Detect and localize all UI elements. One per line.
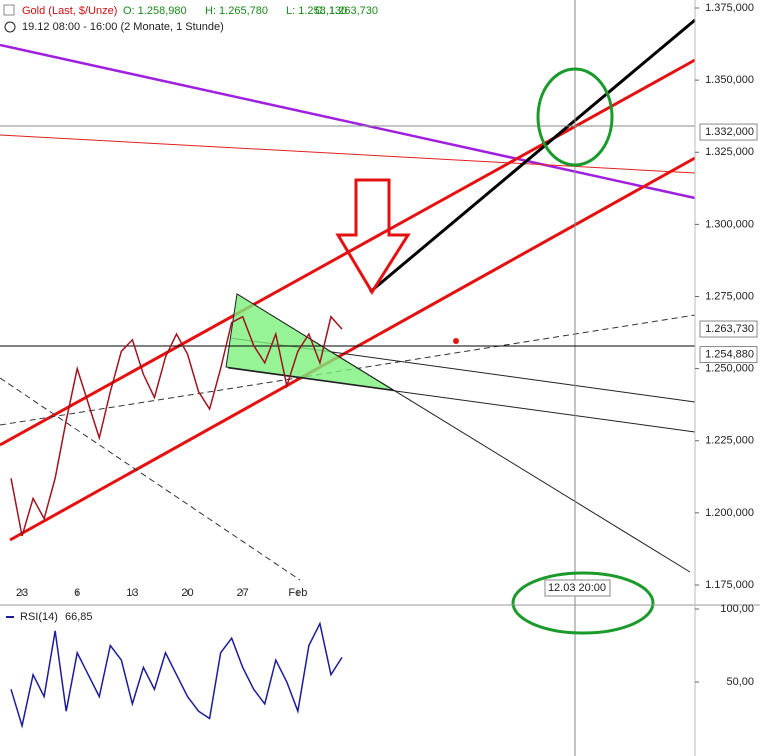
black-trendline <box>369 18 696 294</box>
rsi-title: RSI(14) <box>20 611 58 623</box>
thin-red-line <box>0 134 696 174</box>
low: L: 1.258,130 <box>286 5 347 17</box>
triangle <box>225 293 394 391</box>
price-marker-box <box>699 320 758 338</box>
rsi-last: 66,85 <box>65 611 93 623</box>
y-tick-label: 100,00 <box>720 603 754 615</box>
period: 19.12 08:00 - 16:00 (2 Monate, 1 Stunde) <box>22 21 224 33</box>
icon <box>3 4 15 16</box>
down-arrow <box>335 178 411 295</box>
y-tick-label: 1.225,000 <box>705 435 754 447</box>
y-tick-label: 1.375,000 <box>705 2 754 14</box>
channel-lower <box>9 156 696 542</box>
highlight-ellipse <box>536 67 614 167</box>
y-tick-label: 50,00 <box>726 676 754 688</box>
clock-icon <box>4 21 16 33</box>
price-marker-label: 1.254,880 <box>705 348 754 360</box>
y-tick-label: 1.200,000 <box>705 507 754 519</box>
dot <box>453 338 459 344</box>
y-tick-label: 1.300,000 <box>705 218 754 230</box>
x-tick-label: Feb <box>288 587 307 599</box>
series-line <box>10 315 343 537</box>
x-tick-label: 27 <box>237 587 249 599</box>
x-tick-label: 13 <box>126 587 138 599</box>
price-marker-label: 1.263,730 <box>705 323 754 335</box>
y-tick-label: 1.350,000 <box>705 74 754 86</box>
y-tick-label: 1.250,000 <box>705 363 754 375</box>
price-marker-box <box>699 123 758 141</box>
x-tick-label: 20 <box>181 587 193 599</box>
x-tick-label: 6 <box>74 587 80 599</box>
series-line <box>10 621 343 729</box>
price-marker-box <box>699 346 758 364</box>
x-tick-label: 23 <box>16 587 28 599</box>
y-tick-label: 1.175,000 <box>705 579 754 591</box>
dashed-line <box>0 377 301 581</box>
crosshair-label-box <box>544 579 611 597</box>
highlight-ellipse <box>511 571 655 635</box>
instrument: Gold (Last, $/Unze) <box>22 5 117 17</box>
open: O: 1.258,980 <box>123 5 187 17</box>
trendline <box>227 367 696 433</box>
y-tick-label: 1.325,000 <box>705 146 754 158</box>
close: C: 1.263,730 <box>315 5 378 17</box>
crosshair-label: 12.03 20:00 <box>548 582 606 594</box>
purple-trendline <box>0 43 696 200</box>
price-marker-label: 1.332,000 <box>705 126 754 138</box>
y-tick-label: 1.275,000 <box>705 290 754 302</box>
high: H: 1.265,780 <box>205 5 268 17</box>
